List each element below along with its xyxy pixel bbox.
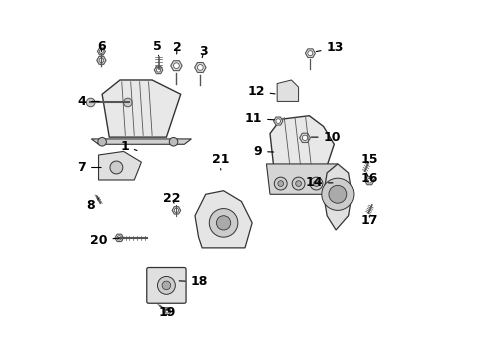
Polygon shape — [195, 191, 252, 248]
Circle shape — [276, 119, 281, 123]
Circle shape — [169, 138, 178, 146]
Text: 17: 17 — [361, 213, 378, 226]
Text: 19: 19 — [158, 306, 176, 319]
Polygon shape — [163, 308, 171, 315]
Polygon shape — [102, 80, 181, 137]
Text: 15: 15 — [361, 153, 378, 166]
FancyBboxPatch shape — [147, 267, 186, 303]
Text: 18: 18 — [179, 275, 208, 288]
Circle shape — [162, 281, 171, 290]
Circle shape — [117, 236, 122, 240]
Circle shape — [156, 68, 161, 72]
Circle shape — [367, 179, 371, 183]
Circle shape — [99, 58, 104, 63]
Circle shape — [110, 161, 123, 174]
Text: 6: 6 — [97, 40, 106, 53]
Text: 13: 13 — [317, 41, 344, 54]
Text: 5: 5 — [153, 40, 162, 56]
Circle shape — [157, 276, 175, 294]
Polygon shape — [365, 177, 374, 185]
Circle shape — [322, 178, 354, 210]
Text: 14: 14 — [305, 176, 333, 189]
Text: 4: 4 — [77, 95, 99, 108]
Text: 2: 2 — [173, 41, 181, 54]
Circle shape — [123, 98, 132, 107]
Text: 12: 12 — [247, 85, 275, 98]
Text: 11: 11 — [245, 112, 274, 125]
Circle shape — [296, 181, 301, 186]
Polygon shape — [323, 164, 352, 230]
Polygon shape — [195, 63, 206, 72]
Polygon shape — [273, 117, 283, 125]
Circle shape — [274, 177, 287, 190]
Circle shape — [98, 138, 106, 146]
Polygon shape — [98, 48, 105, 55]
Circle shape — [302, 135, 308, 140]
Polygon shape — [154, 66, 163, 74]
Circle shape — [217, 216, 231, 230]
Circle shape — [99, 49, 103, 53]
Circle shape — [292, 177, 305, 190]
Circle shape — [278, 181, 284, 186]
Text: 9: 9 — [253, 145, 273, 158]
Polygon shape — [98, 152, 142, 180]
Text: 1: 1 — [120, 140, 137, 153]
Text: 10: 10 — [311, 131, 341, 144]
Polygon shape — [92, 139, 192, 144]
Polygon shape — [115, 234, 123, 242]
Text: 16: 16 — [361, 172, 378, 185]
Polygon shape — [171, 61, 182, 71]
Circle shape — [308, 51, 313, 56]
Polygon shape — [172, 207, 181, 214]
Circle shape — [310, 177, 323, 190]
Circle shape — [173, 63, 179, 68]
Text: 8: 8 — [86, 198, 98, 212]
Text: 21: 21 — [212, 153, 229, 170]
Polygon shape — [300, 133, 310, 143]
Text: 3: 3 — [199, 45, 208, 58]
Text: 22: 22 — [163, 192, 180, 205]
Text: 7: 7 — [77, 161, 101, 174]
Polygon shape — [305, 49, 316, 58]
Polygon shape — [277, 80, 298, 102]
Polygon shape — [267, 164, 338, 194]
Text: 20: 20 — [90, 234, 119, 247]
Circle shape — [197, 64, 203, 70]
Circle shape — [329, 185, 347, 203]
Circle shape — [165, 309, 169, 313]
Circle shape — [209, 208, 238, 237]
Polygon shape — [97, 56, 106, 64]
Circle shape — [314, 181, 319, 186]
Circle shape — [174, 208, 178, 212]
Polygon shape — [270, 116, 334, 166]
Circle shape — [86, 98, 95, 107]
